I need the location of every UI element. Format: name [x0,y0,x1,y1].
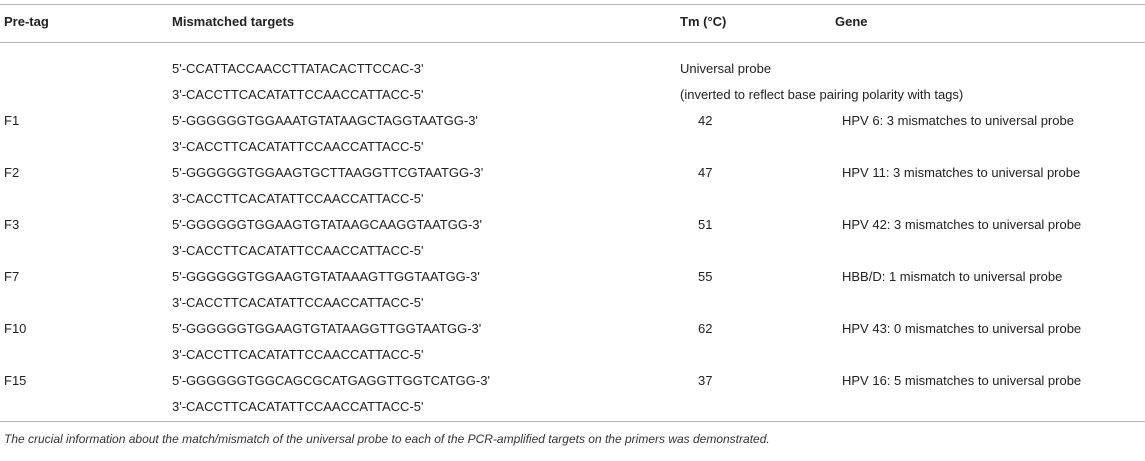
table-row-pretag: F7 [4,269,20,284]
table-footnote: The crucial information about the match/… [4,432,770,446]
table-row-gene: HPV 42: 3 mismatches to universal probe [842,217,1082,232]
table-row-tm: 51 [698,217,713,232]
table-row-pretag: F10 [4,321,27,336]
universal-seq-1: 5'-CCATTACCAACCTTATACACTTCCAC-3' [172,61,424,76]
table-row-gene: HPV 11: 3 mismatches to universal probe [842,165,1081,180]
table-row-seq-1: 5'-GGGGGGTGGAAATGTATAAGCTAGGTAATGG-3' [172,113,478,128]
bottom-rule [0,421,1145,422]
header-rule [0,42,1145,43]
table-row-pretag: F3 [4,217,20,232]
table-row-gene: HPV 16: 5 mismatches to universal probe [842,373,1082,388]
table-row-seq-1: 5'-GGGGGGTGGAAGTGTATAAAGTTGGTAATGG-3' [172,269,480,284]
table-row-seq-2: 3'-CACCTTCACATATTCCAACCATTACC-5' [172,295,424,310]
universal-note-2: (inverted to reflect base pairing polari… [680,87,964,102]
universal-seq-2: 3'-CACCTTCACATATTCCAACCATTACC-5' [172,87,424,102]
table-row-seq-1: 5'-GGGGGGTGGAAGTGTATAAGCAAGGTAATGG-3' [172,217,483,232]
table-row-gene: HPV 6: 3 mismatches to universal probe [842,113,1074,128]
header-targets: Mismatched targets [172,14,295,29]
header-tm: Tm (°C) [680,14,727,29]
table-row-seq-1: 5'-GGGGGGTGGCAGCGCATGAGGTTGGTCATGG-3' [172,373,490,388]
table-row-tm: 37 [698,373,713,388]
table-row-tm: 55 [698,269,713,284]
table-row-tm: 42 [698,113,713,128]
table-row-tm: 47 [698,165,713,180]
table-row-seq-2: 3'-CACCTTCACATATTCCAACCATTACC-5' [172,399,424,414]
table-row-seq-1: 5'-GGGGGGTGGAAGTGTATAAGGTTGGTAATGG-3' [172,321,482,336]
table-row-pretag: F1 [4,113,20,128]
table-row-pretag: F15 [4,373,27,388]
table-row-seq-2: 3'-CACCTTCACATATTCCAACCATTACC-5' [172,347,424,362]
table-row-seq-2: 3'-CACCTTCACATATTCCAACCATTACC-5' [172,191,424,206]
table-row-tm: 62 [698,321,713,336]
header-gene: Gene [835,14,868,29]
table-row-seq-1: 5'-GGGGGGTGGAAGTGCTTAAGGTTCGTAATGG-3' [172,165,484,180]
table-row-seq-2: 3'-CACCTTCACATATTCCAACCATTACC-5' [172,139,424,154]
table-row-gene: HPV 43: 0 mismatches to universal probe [842,321,1082,336]
table-row-seq-2: 3'-CACCTTCACATATTCCAACCATTACC-5' [172,243,424,258]
table-row-gene: HBB/D: 1 mismatch to universal probe [842,269,1063,284]
header-pretag: Pre-tag [4,14,49,29]
universal-note-1: Universal probe [680,61,772,76]
table-row-pretag: F2 [4,165,20,180]
top-rule [0,4,1145,5]
